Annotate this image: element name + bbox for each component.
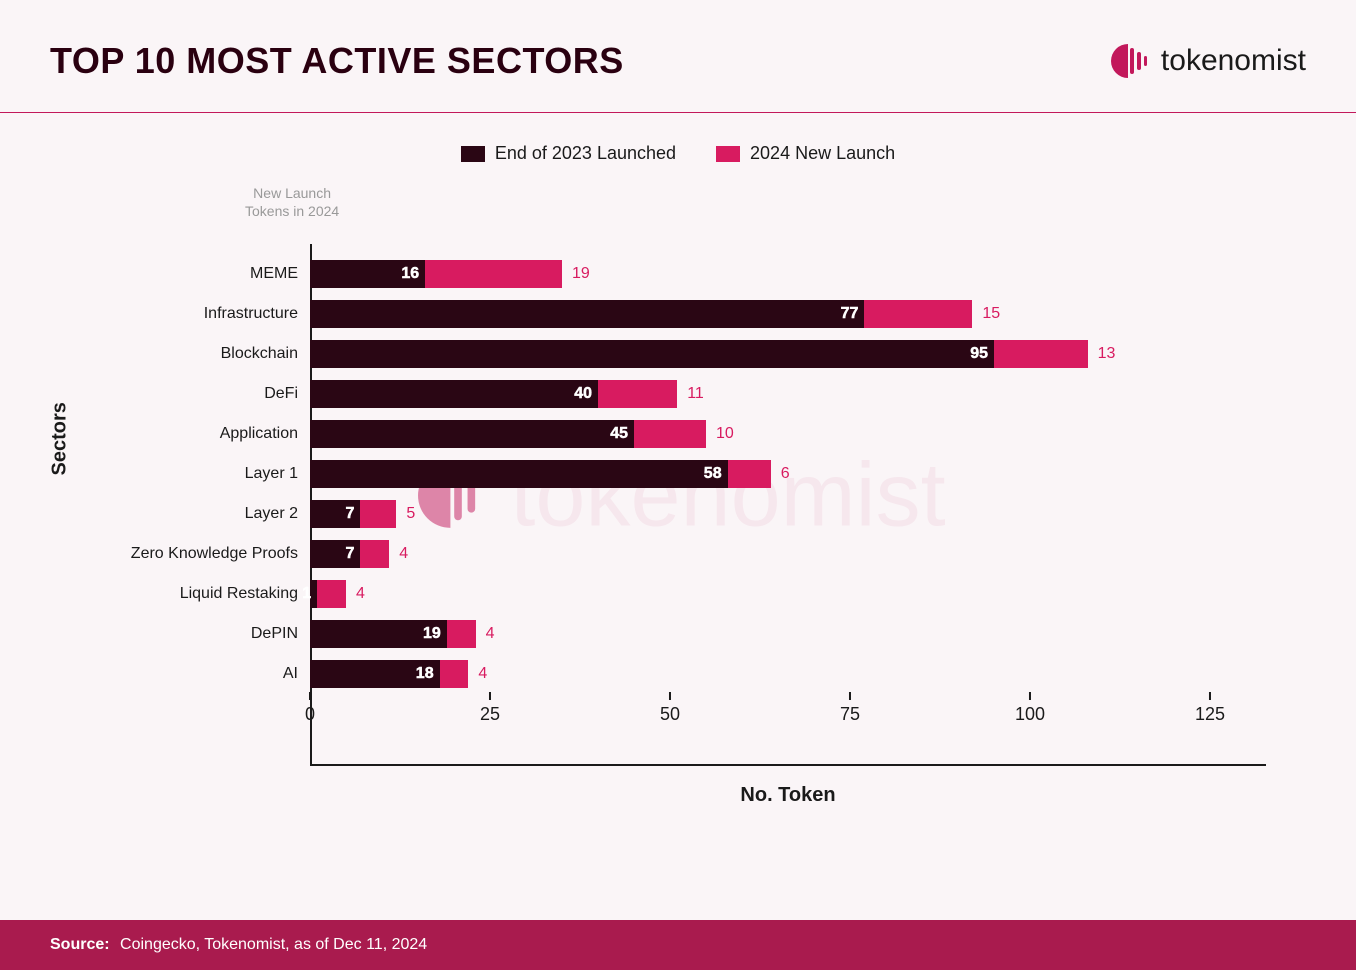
bar-segment-2023: 16 [310, 260, 425, 288]
brand-logo: tokenomist [1107, 40, 1306, 82]
subheader-line1: New Launch [245, 184, 339, 202]
category-label: DeFi [264, 385, 298, 403]
bar-value-2024: 4 [478, 665, 487, 683]
footer-source-label: Source: [50, 936, 110, 953]
bar-row: Application4510 [310, 414, 1210, 454]
bar-value-2024: 4 [486, 625, 495, 643]
bar-row: Liquid Restaking14 [310, 574, 1210, 614]
bar-segment-2024 [634, 420, 706, 448]
legend-item-2023: End of 2023 Launched [461, 143, 676, 164]
bar-segment-2024 [598, 380, 677, 408]
bar-value-2024: 15 [982, 305, 1000, 323]
category-label: Blockchain [221, 345, 298, 363]
bar-segment-2024 [425, 260, 562, 288]
bar-segment-2023: 1 [310, 580, 317, 608]
bar-segment-2023: 7 [310, 540, 360, 568]
bar-segment-2024 [447, 620, 476, 648]
bar-segment-2023: 58 [310, 460, 728, 488]
bar-row: DeFi4011 [310, 374, 1210, 414]
bar-segment-2023: 45 [310, 420, 634, 448]
bar-segment-2023: 40 [310, 380, 598, 408]
bar-value-2023: 7 [345, 545, 354, 563]
page-title: TOP 10 MOST ACTIVE SECTORS [50, 40, 624, 82]
chart-area: New Launch Tokens in 2024 Sectors tokeno… [50, 184, 1306, 807]
bar-value-2023: 1 [302, 585, 311, 603]
bar-value-2024: 10 [716, 425, 734, 443]
category-label: Zero Knowledge Proofs [131, 545, 298, 563]
legend-swatch-2023 [461, 146, 485, 162]
bar-row: Blockchain9513 [310, 334, 1210, 374]
bar-segment-2023: 18 [310, 660, 440, 688]
bar-row: Infrastructure7715 [310, 294, 1210, 334]
subheader-line2: Tokens in 2024 [245, 202, 339, 220]
x-axis-line [310, 764, 1266, 766]
brand-name: tokenomist [1161, 44, 1306, 78]
bar-segment-2024 [728, 460, 771, 488]
bar-value-2023: 77 [841, 305, 859, 323]
x-ticks: 0255075100125 [310, 704, 1210, 764]
bar-row: DePIN194 [310, 614, 1210, 654]
bar-segment-2023: 77 [310, 300, 864, 328]
bar-row: MEME1619 [310, 254, 1210, 294]
x-tick: 25 [480, 704, 500, 725]
legend-label-2024: 2024 New Launch [750, 143, 895, 164]
bar-value-2024: 13 [1098, 345, 1116, 363]
bar-segment-2024 [360, 500, 396, 528]
bar-row: Zero Knowledge Proofs74 [310, 534, 1210, 574]
legend-swatch-2024 [716, 146, 740, 162]
bar-value-2023: 95 [970, 345, 988, 363]
subheader: New Launch Tokens in 2024 [245, 184, 339, 220]
tokenomist-icon [1107, 40, 1149, 82]
category-label: MEME [250, 265, 298, 283]
bar-value-2023: 7 [345, 505, 354, 523]
x-tick: 50 [660, 704, 680, 725]
category-label: Liquid Restaking [180, 585, 298, 603]
category-label: Application [220, 425, 298, 443]
bar-segment-2023: 7 [310, 500, 360, 528]
bar-segment-2024 [994, 340, 1088, 368]
bar-value-2023: 40 [574, 385, 592, 403]
bar-segment-2024 [864, 300, 972, 328]
bar-row: Layer 275 [310, 494, 1210, 534]
bar-segment-2023: 19 [310, 620, 447, 648]
x-tick: 100 [1015, 704, 1045, 725]
category-label: Infrastructure [204, 305, 298, 323]
x-axis-title: No. Token [310, 784, 1266, 807]
footer-source-text: Coingecko, Tokenomist, as of Dec 11, 202… [120, 936, 427, 953]
category-label: DePIN [251, 625, 298, 643]
category-label: Layer 1 [245, 465, 298, 483]
bars-container: MEME1619Infrastructure7715Blockchain9513… [310, 254, 1210, 694]
bar-value-2023: 18 [416, 665, 434, 683]
bar-value-2023: 16 [401, 265, 419, 283]
legend-item-2024: 2024 New Launch [716, 143, 895, 164]
footer: Source: Coingecko, Tokenomist, as of Dec… [0, 920, 1356, 970]
bar-segment-2024 [317, 580, 346, 608]
bar-segment-2024 [440, 660, 469, 688]
bar-value-2024: 11 [687, 385, 704, 403]
bar-row: Layer 1586 [310, 454, 1210, 494]
category-label: AI [283, 665, 298, 683]
bar-value-2023: 58 [704, 465, 722, 483]
bar-segment-2024 [360, 540, 389, 568]
bar-value-2024: 4 [356, 585, 365, 603]
bar-value-2023: 19 [423, 625, 441, 643]
bar-value-2023: 45 [610, 425, 628, 443]
bar-value-2024: 4 [399, 545, 408, 563]
y-axis-title: Sectors [49, 402, 72, 475]
bar-value-2024: 19 [572, 265, 590, 283]
legend: End of 2023 Launched 2024 New Launch [50, 113, 1306, 184]
bar-value-2024: 5 [406, 505, 415, 523]
chart-container: TOP 10 MOST ACTIVE SECTORS tokenomist En… [0, 0, 1356, 970]
legend-label-2023: End of 2023 Launched [495, 143, 676, 164]
bar-segment-2023: 95 [310, 340, 994, 368]
bar-value-2024: 6 [781, 465, 790, 483]
x-tick: 125 [1195, 704, 1225, 725]
bar-row: AI184 [310, 654, 1210, 694]
header: TOP 10 MOST ACTIVE SECTORS tokenomist [50, 40, 1306, 112]
x-tick: 75 [840, 704, 860, 725]
x-tick: 0 [305, 704, 315, 725]
category-label: Layer 2 [245, 505, 298, 523]
plot: MEME1619Infrastructure7715Blockchain9513… [310, 254, 1266, 764]
